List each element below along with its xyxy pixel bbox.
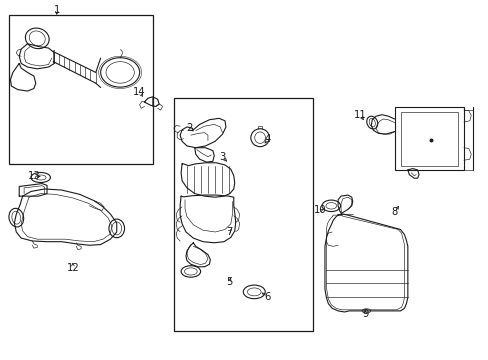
Text: 6: 6 xyxy=(264,292,270,302)
Text: 4: 4 xyxy=(264,134,270,144)
Text: 1: 1 xyxy=(54,5,60,15)
Text: 8: 8 xyxy=(391,207,397,217)
Text: 5: 5 xyxy=(225,277,232,287)
Text: 3: 3 xyxy=(219,152,225,162)
Text: 12: 12 xyxy=(66,263,79,273)
Bar xyxy=(400,112,457,166)
Text: 14: 14 xyxy=(133,87,146,97)
Text: 13: 13 xyxy=(27,171,40,181)
Bar xyxy=(9,15,153,164)
Text: 10: 10 xyxy=(313,206,325,216)
Bar xyxy=(394,107,463,170)
Bar xyxy=(173,98,312,330)
Text: 2: 2 xyxy=(186,123,193,133)
Text: 11: 11 xyxy=(353,111,366,121)
Text: 9: 9 xyxy=(362,310,368,319)
Text: 7: 7 xyxy=(225,227,232,237)
